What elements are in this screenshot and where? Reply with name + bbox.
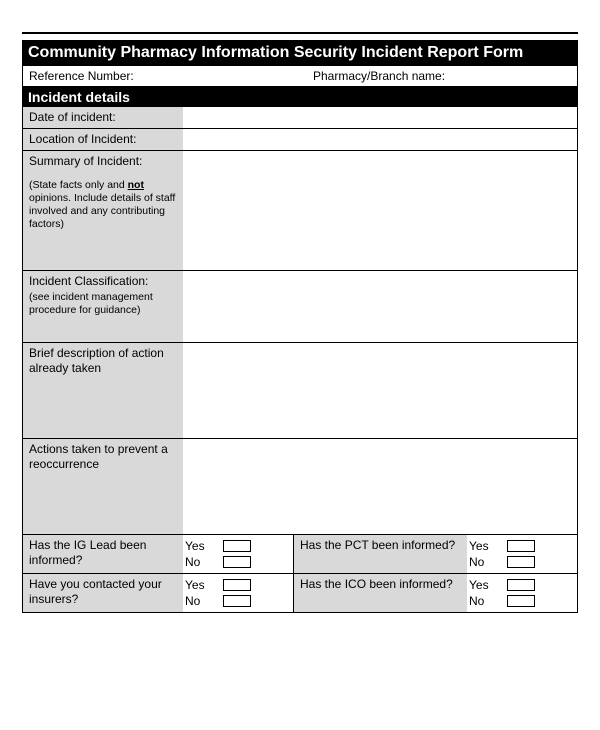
q-pct-label: Has the PCT been informed? [293, 535, 467, 573]
q-ico-label: Has the ICO been informed? [293, 574, 467, 612]
summary-sub-post: opinions. Include details of staff invol… [29, 192, 175, 230]
row-summary: Summary of Incident: (State facts only a… [22, 151, 578, 271]
form-title: Community Pharmacy Information Security … [22, 34, 578, 66]
yes-label: Yes [185, 539, 213, 553]
label-classification-subtext: (see incident management procedure for g… [29, 291, 177, 317]
label-date: Date of incident: [23, 107, 183, 128]
yes-label: Yes [469, 578, 497, 592]
checkbox-ico-no[interactable] [507, 595, 535, 607]
label-location: Location of Incident: [23, 129, 183, 150]
label-actions-prevent: Actions taken to prevent a reoccurrence [23, 439, 183, 534]
row-actions-prevent: Actions taken to prevent a reoccurrence [22, 439, 578, 535]
summary-sub-bold: not [128, 179, 144, 191]
q-ico-options: Yes No [467, 574, 577, 612]
value-date[interactable] [183, 107, 577, 128]
row-location: Location of Incident: [22, 129, 578, 151]
row-brief-description: Brief description of action already take… [22, 343, 578, 439]
value-actions-prevent[interactable] [183, 439, 577, 534]
row-date: Date of incident: [22, 107, 578, 129]
checkbox-ig-lead-yes[interactable] [223, 540, 251, 552]
q-ig-lead-options: Yes No [183, 535, 293, 573]
section-incident-details: Incident details [22, 87, 578, 107]
q-insurers-label: Have you contacted your insurers? [23, 574, 183, 612]
no-label: No [185, 555, 213, 569]
checkbox-pct-yes[interactable] [507, 540, 535, 552]
question-row-2: Have you contacted your insurers? Yes No… [22, 574, 578, 613]
yes-label: Yes [185, 578, 213, 592]
pharmacy-branch-label: Pharmacy/Branch name: [293, 66, 577, 86]
label-classification: Incident Classification: (see incident m… [23, 271, 183, 342]
summary-sub-pre: (State facts only and [29, 179, 128, 191]
value-summary[interactable] [183, 151, 577, 270]
question-row-1: Has the IG Lead been informed? Yes No Ha… [22, 535, 578, 574]
checkbox-ig-lead-no[interactable] [223, 556, 251, 568]
checkbox-insurers-yes[interactable] [223, 579, 251, 591]
no-label: No [469, 594, 497, 608]
value-classification[interactable] [183, 271, 577, 342]
yes-label: Yes [469, 539, 497, 553]
reference-row: Reference Number: Pharmacy/Branch name: [22, 66, 578, 87]
label-summary-subtext: (State facts only and not opinions. Incl… [29, 179, 177, 232]
no-label: No [185, 594, 213, 608]
label-classification-text: Incident Classification: [29, 274, 148, 288]
q-pct-options: Yes No [467, 535, 577, 573]
value-brief-description[interactable] [183, 343, 577, 438]
reference-number-label: Reference Number: [23, 66, 293, 86]
no-label: No [469, 555, 497, 569]
label-summary: Summary of Incident: (State facts only a… [23, 151, 183, 270]
row-classification: Incident Classification: (see incident m… [22, 271, 578, 343]
checkbox-ico-yes[interactable] [507, 579, 535, 591]
label-summary-text: Summary of Incident: [29, 154, 142, 168]
q-insurers-options: Yes No [183, 574, 293, 612]
q-ig-lead-label: Has the IG Lead been informed? [23, 535, 183, 573]
checkbox-pct-no[interactable] [507, 556, 535, 568]
form-container: Community Pharmacy Information Security … [22, 32, 578, 613]
value-location[interactable] [183, 129, 577, 150]
checkbox-insurers-no[interactable] [223, 595, 251, 607]
label-brief-description: Brief description of action already take… [23, 343, 183, 438]
